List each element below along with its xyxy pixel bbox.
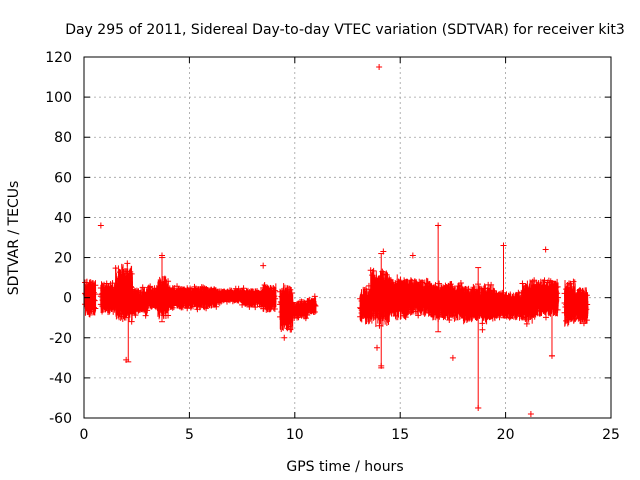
x-tick-label: 5 [185, 427, 194, 443]
outlier-point [435, 222, 442, 229]
data-point [383, 271, 390, 278]
y-tick-label: 0 [63, 291, 72, 307]
outlier-point [97, 222, 104, 229]
data-point [311, 293, 318, 300]
outlier-point [409, 252, 416, 259]
data-point [174, 283, 181, 290]
data-point [109, 280, 116, 287]
x-tick-label: 0 [80, 427, 89, 443]
grid [84, 57, 611, 418]
outlier-point [158, 252, 165, 259]
outlier-point [527, 410, 534, 417]
outlier-point [500, 242, 507, 249]
x-tick-label: 25 [602, 427, 620, 443]
y-tick-label: 120 [45, 50, 72, 66]
outlier-point [376, 64, 383, 71]
outlier-point [475, 404, 482, 411]
y-tick-label: 100 [45, 90, 72, 106]
outlier-point [479, 326, 486, 333]
outlier-point [380, 248, 387, 255]
y-tick-label: 20 [54, 251, 72, 267]
x-axis-label: GPS time / hours [286, 459, 403, 475]
y-tick-label: 80 [54, 130, 72, 146]
y-tick-label: 60 [54, 170, 72, 186]
chart-title: Day 295 of 2011, Sidereal Day-to-day VTE… [65, 22, 625, 38]
y-tick-label: -20 [49, 331, 72, 347]
y-axis-label: SDTVAR / TECUs [6, 181, 22, 296]
outlier-point [281, 334, 288, 341]
data-point [184, 305, 191, 312]
outlier-point [378, 362, 385, 369]
data-points [82, 64, 591, 417]
outlier-point [449, 354, 456, 361]
y-tick-label: 40 [54, 210, 72, 226]
y-tick-label: -60 [49, 411, 72, 427]
ticks [83, 56, 612, 419]
data-point [124, 260, 131, 267]
data-point [288, 289, 295, 296]
data-point [415, 312, 422, 319]
x-tick-label: 10 [286, 427, 304, 443]
x-tick-label: 15 [391, 427, 409, 443]
outlier-point [548, 352, 555, 359]
data-point [542, 314, 549, 321]
outlier-point [374, 344, 381, 351]
y-tick-label: -40 [49, 371, 72, 387]
data-point [570, 278, 577, 285]
data-point [479, 320, 486, 327]
data-point [165, 312, 172, 319]
data-point [457, 279, 464, 286]
outlier-point [123, 356, 130, 363]
data-point [169, 304, 176, 311]
outlier-point [542, 246, 549, 253]
data-point [252, 304, 259, 311]
outlier-point [260, 262, 267, 269]
data-point [203, 305, 210, 312]
plot-frame [83, 56, 612, 419]
data-point [240, 285, 247, 292]
tick-labels: 0 5 10 15 20 25 -60 -40 -20 0 20 40 60 80 100 120 [45, 50, 620, 443]
data-point [402, 314, 409, 321]
x-tick-label: 20 [497, 427, 515, 443]
data-point [401, 312, 408, 319]
data-point [488, 281, 495, 288]
data-point [497, 290, 504, 297]
